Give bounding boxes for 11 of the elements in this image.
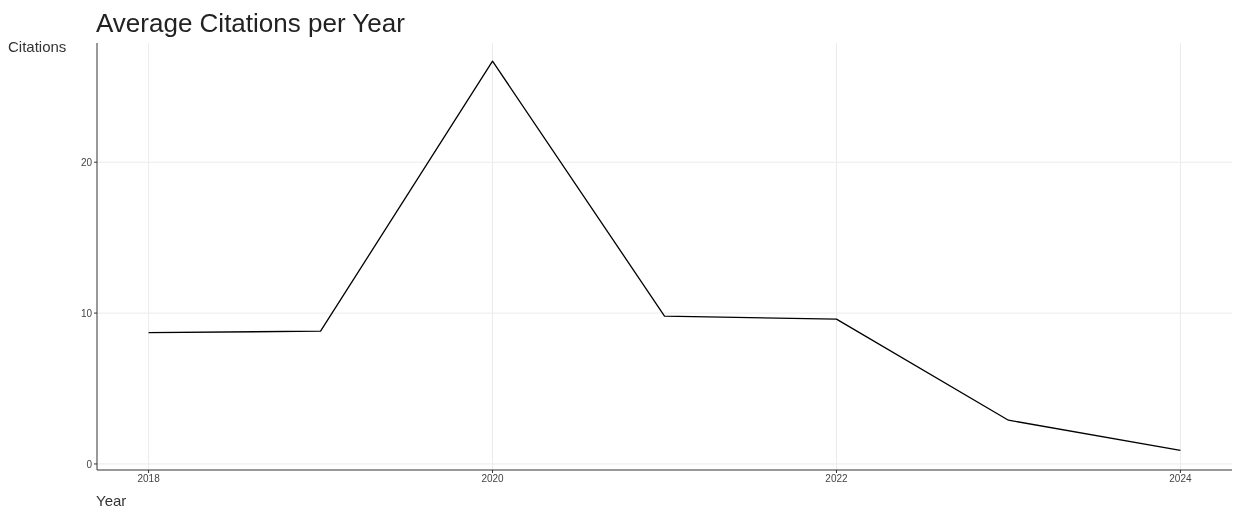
x-tick-label: 2022 bbox=[825, 473, 849, 485]
chart-title: Average Citations per Year bbox=[96, 8, 405, 39]
line-series bbox=[147, 60, 1182, 452]
x-tick-label: 2018 bbox=[137, 473, 161, 485]
x-tick-label: 2024 bbox=[1169, 473, 1192, 485]
y-tick-label: 0 bbox=[86, 458, 93, 470]
x-tick-label: 2020 bbox=[481, 473, 505, 485]
x-axis-title: Year bbox=[96, 492, 127, 509]
y-tick-label: 20 bbox=[80, 156, 93, 168]
y-axis-title: Citations bbox=[8, 38, 67, 55]
y-tick-label: 10 bbox=[80, 307, 93, 319]
